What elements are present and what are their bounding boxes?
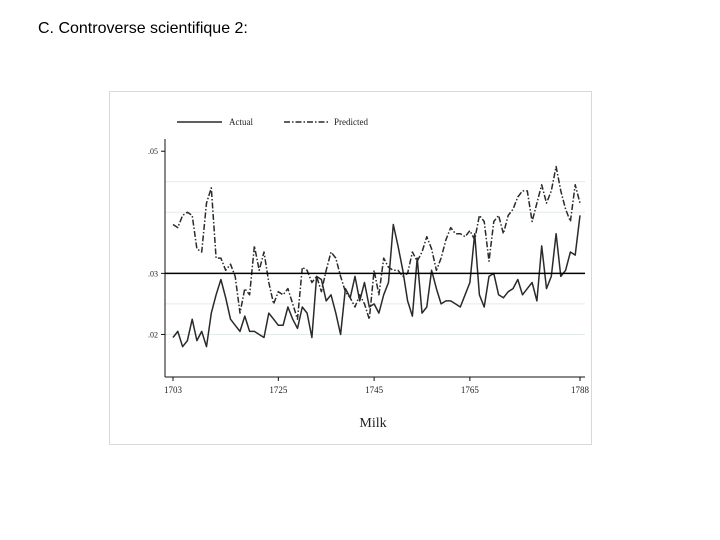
y-tick-label-1: .03	[148, 269, 158, 278]
y-tick-label-0: .02	[148, 330, 158, 339]
legend-label-actual: Actual	[229, 117, 253, 127]
x-tick-label-3: 1765	[461, 385, 480, 395]
x-tick-label-4: 1788	[571, 385, 590, 395]
x-tick-label-1: 1725	[269, 385, 288, 395]
line-chart: .02 .03 .05 1703 1725 1745 1765 1788 Actual Pre…	[148, 117, 590, 431]
chart-figure: .02 .03 .05 1703 1725 1745 1765 1788 Actual Pre…	[109, 91, 592, 445]
series-lines	[172, 165, 581, 348]
x-tick-label-2: 1745	[365, 385, 384, 395]
slide-title: C. Controverse scientifique 2:	[38, 20, 248, 37]
y-tick-label-2: .05	[148, 147, 158, 156]
grid-lines	[165, 181, 585, 335]
x-tick-label-0: 1703	[164, 385, 183, 395]
series-line-predicted	[172, 165, 581, 320]
x-axis-title: Milk	[359, 416, 386, 431]
legend-label-predicted: Predicted	[334, 117, 368, 127]
series-line-actual	[172, 215, 581, 348]
legend: Actual Predicted	[177, 117, 368, 127]
tick-labels: .02 .03 .05 1703 1725 1745 1765 1788	[148, 147, 590, 395]
axes	[164, 139, 585, 378]
